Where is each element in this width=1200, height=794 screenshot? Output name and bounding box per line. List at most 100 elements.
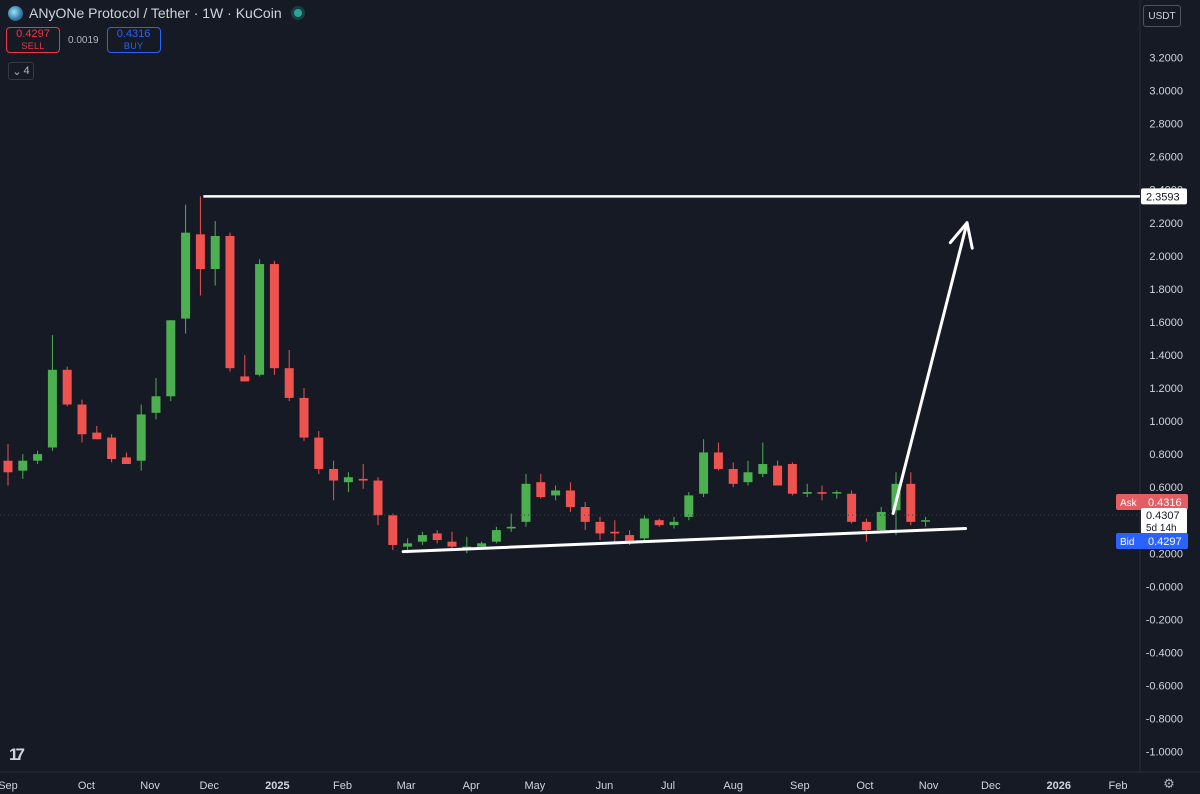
settings-gear-icon[interactable]: ⚙: [1163, 776, 1175, 791]
trade-buttons: 0.4297 SELL 0.0019 0.4316 BUY: [6, 27, 161, 53]
x-tick-label: Sep: [790, 780, 810, 792]
candle-body: [491, 530, 501, 542]
x-tick-label: Oct: [856, 780, 873, 792]
indicator-count: 4: [23, 65, 30, 77]
candle-body: [417, 535, 427, 542]
candle-body: [847, 493, 857, 522]
x-tick-label: Sep: [0, 780, 18, 792]
candle-body: [639, 518, 649, 539]
y-tick-label: -0.0000: [1146, 581, 1183, 593]
candle-body: [432, 533, 442, 541]
candle-body: [787, 464, 797, 494]
currency-label: USDT: [1148, 10, 1176, 22]
candle-body: [166, 320, 176, 397]
resistance-price-label: 2.3593: [1146, 191, 1180, 203]
last-price-tag: [1141, 508, 1187, 534]
candle-body: [388, 515, 398, 545]
y-tick-label: 0.8000: [1149, 449, 1183, 461]
symbol-title[interactable]: ANyONe Protocol / Tether · 1W · KuCoin: [29, 5, 282, 21]
y-tick-label: 1.4000: [1149, 350, 1183, 362]
y-tick-label: -1.0000: [1146, 747, 1183, 759]
candle-body: [447, 541, 457, 547]
market-open-status-icon: [293, 9, 302, 17]
candle-body: [832, 492, 842, 494]
y-tick-label: -0.6000: [1146, 680, 1183, 692]
candle-body: [506, 526, 516, 529]
support-trendline: [401, 526, 968, 554]
candle-body: [33, 454, 43, 461]
candle-body: [18, 460, 28, 471]
chevron-down-icon: ⌄: [12, 65, 22, 78]
y-tick-label: 2.0000: [1149, 251, 1183, 263]
x-tick-label: 2025: [265, 780, 289, 792]
x-tick-label: Oct: [78, 780, 95, 792]
y-tick-label: 1.6000: [1149, 317, 1183, 329]
candle-body: [536, 482, 546, 498]
y-tick-label: -0.4000: [1146, 647, 1183, 659]
x-tick-label: Jun: [596, 780, 614, 792]
candle-body: [758, 464, 768, 474]
bar-countdown: 5d 14h: [1146, 523, 1177, 534]
candle-body: [343, 477, 353, 483]
candle-body: [728, 468, 738, 484]
candle-body: [654, 520, 664, 526]
buy-price: 0.4316: [116, 28, 151, 40]
coin-logo-icon: [8, 5, 23, 21]
resistance-price-tag: [1141, 188, 1187, 205]
bid-tag: [1116, 533, 1188, 549]
candle-body: [255, 264, 265, 375]
y-tick-label: 3.2000: [1149, 53, 1183, 65]
candle-body: [195, 234, 205, 270]
candle-body: [151, 396, 161, 413]
candle-body: [403, 543, 413, 547]
buy-label: BUY: [123, 41, 144, 51]
x-tick-label: Feb: [1109, 780, 1128, 792]
x-tick-label: May: [524, 780, 545, 792]
x-tick-label: Dec: [981, 780, 1001, 792]
candle-body: [181, 232, 191, 319]
candle-body: [669, 521, 679, 526]
y-tick-label: 0.2000: [1149, 548, 1183, 560]
candle-body: [773, 465, 783, 486]
sell-button[interactable]: 0.4297 SELL: [6, 27, 60, 53]
candle-body: [358, 478, 368, 481]
candle-body: [136, 414, 146, 461]
y-tick-label: -0.8000: [1146, 714, 1183, 726]
last-price-value: 0.4307: [1146, 510, 1180, 522]
candle-body: [92, 432, 102, 440]
candle-body: [210, 235, 220, 270]
candle-body: [861, 521, 871, 531]
currency-selector[interactable]: USDT: [1143, 5, 1181, 27]
ask-label: Ask: [1120, 498, 1138, 509]
candle-body: [684, 495, 694, 517]
y-tick-label: -0.2000: [1146, 614, 1183, 626]
candle-body: [240, 376, 250, 382]
y-tick-label: 1.2000: [1149, 383, 1183, 395]
candle-body: [329, 468, 339, 481]
candle-body: [743, 472, 753, 483]
projection-arrow-head: [948, 221, 974, 250]
chart-header: ANyONe Protocol / Tether · 1W · KuCoin: [8, 5, 302, 21]
x-tick-label: Apr: [463, 780, 480, 792]
y-tick-label: 2.8000: [1149, 119, 1183, 131]
candle-body: [47, 369, 57, 448]
y-tick-label: 3.0000: [1149, 86, 1183, 98]
candle-body: [373, 480, 383, 516]
candle-body: [521, 483, 531, 522]
indicators-toggle[interactable]: ⌄ 4: [8, 62, 34, 80]
ask-value: 0.4316: [1148, 497, 1182, 509]
buy-button[interactable]: 0.4316 BUY: [106, 27, 161, 53]
y-tick-label: 1.8000: [1149, 284, 1183, 296]
candle-body: [477, 543, 487, 547]
candle-body: [3, 460, 13, 473]
spread-value: 0.0019: [68, 34, 99, 46]
candle-body: [269, 264, 279, 369]
projection-arrow-shaft: [891, 221, 969, 516]
y-tick-label: 0.6000: [1149, 482, 1183, 494]
candle-body: [625, 535, 635, 542]
candle-body: [610, 531, 620, 534]
x-tick-label: Mar: [397, 780, 416, 792]
tradingview-logo-icon: 17: [9, 745, 25, 764]
candle-body: [876, 511, 886, 531]
